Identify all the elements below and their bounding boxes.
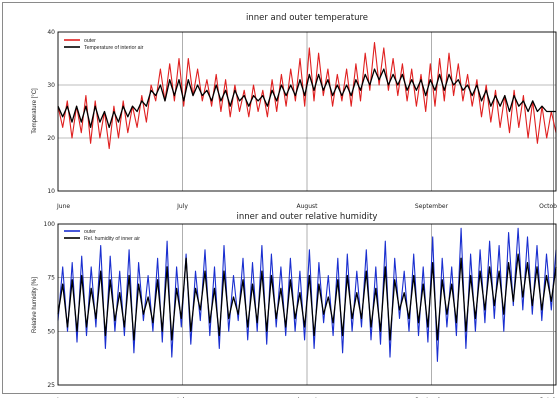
- legend-label-interior: Temperature of interior air: [84, 45, 144, 51]
- y-tick-label: 25: [47, 382, 55, 389]
- x-tick-label: Octob: [539, 203, 557, 210]
- series-group: [57, 227, 557, 362]
- y-tick-label: 100: [44, 221, 56, 228]
- grid: [58, 32, 556, 191]
- y-tick-labels: 25 50 75 100: [44, 221, 56, 389]
- y-tick-label: 30: [47, 82, 55, 89]
- temperature-chart: inner and outer temperature 10 20 30 40 Jun…: [32, 13, 557, 210]
- legend: outer Rel. humidity of inner air: [64, 229, 140, 242]
- plot-area: [57, 223, 557, 386]
- y-tick-labels: 10 20 30 40: [47, 29, 55, 195]
- y-tick-label: 50: [47, 328, 55, 335]
- x-tick-label: September: [415, 203, 449, 210]
- x-tick-label: June: [56, 203, 70, 210]
- y-axis-label: Relative humidity [%]: [32, 277, 38, 333]
- series-group: [57, 42, 557, 150]
- y-axis-label: Temperature [°C]: [32, 88, 38, 134]
- x-tick-label: July: [176, 203, 188, 210]
- y-tick-label: 75: [47, 275, 55, 282]
- chart-title: inner and outer relative humidity: [237, 212, 378, 222]
- y-tick-label: 40: [47, 29, 55, 36]
- series-line-outer: [57, 42, 557, 150]
- y-tick-label: 20: [47, 135, 55, 142]
- legend: outer Temperature of interior air: [64, 38, 144, 51]
- plot-area: [57, 31, 557, 192]
- series-line-temperature-of-interior-air: [57, 68, 556, 129]
- figure-frame: [2, 2, 554, 394]
- grid: [58, 224, 556, 385]
- legend-label-outer: outer: [84, 38, 96, 44]
- x-tick-label: August: [297, 203, 319, 210]
- chart-title: inner and outer temperature: [246, 13, 368, 23]
- legend-label-inner: Rel. humidity of inner air: [84, 236, 140, 242]
- y-tick-label: 10: [47, 188, 55, 195]
- series-line-rel-humidity-of-inner-air: [57, 253, 557, 341]
- x-tick-labels: June July August September Octob: [56, 203, 557, 210]
- humidity-chart: inner and outer relative humidity 25 50 75…: [32, 212, 557, 398]
- legend-label-outer: outer: [84, 229, 96, 235]
